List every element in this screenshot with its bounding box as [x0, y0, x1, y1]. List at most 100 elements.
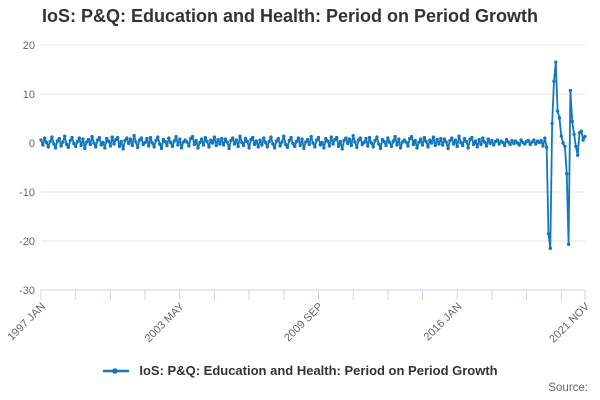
data-point	[97, 135, 102, 140]
data-point	[86, 137, 91, 142]
data-point	[523, 142, 527, 146]
data-point	[236, 144, 240, 149]
data-point	[384, 143, 388, 148]
data-point	[508, 142, 512, 147]
data-point	[397, 137, 401, 141]
data-point	[415, 146, 419, 150]
data-point	[90, 134, 94, 139]
data-point	[488, 141, 492, 146]
data-point	[428, 138, 432, 142]
data-point	[393, 134, 397, 139]
data-point	[568, 88, 573, 93]
data-point	[227, 146, 231, 151]
data-point	[159, 146, 164, 151]
chart-title: IoS: P&Q: Education and Health: Period o…	[42, 6, 539, 26]
data-point	[172, 139, 176, 143]
data-point	[106, 139, 111, 143]
data-point	[271, 142, 275, 146]
data-point	[492, 143, 496, 147]
data-point	[296, 136, 301, 140]
y-tick-label: 20	[23, 40, 35, 52]
data-point	[473, 139, 478, 143]
data-point	[435, 137, 439, 142]
data-point	[565, 172, 569, 176]
data-point	[44, 140, 49, 145]
data-point	[92, 141, 96, 145]
data-point	[424, 139, 428, 144]
data-point	[145, 136, 149, 141]
data-point	[579, 129, 584, 133]
data-point	[510, 138, 514, 143]
data-point	[462, 136, 467, 141]
data-point	[243, 136, 248, 141]
data-point	[364, 136, 368, 141]
data-point	[176, 143, 180, 147]
data-point	[344, 136, 348, 140]
data-point	[532, 138, 536, 142]
data-point	[316, 135, 321, 140]
data-series-line	[40, 61, 586, 250]
data-point	[73, 144, 78, 149]
data-point	[110, 135, 114, 139]
data-point	[444, 140, 448, 144]
data-point	[190, 134, 195, 139]
data-point	[583, 134, 587, 139]
data-point	[331, 142, 335, 146]
data-point	[431, 135, 436, 139]
data-point	[72, 141, 76, 146]
data-point	[353, 140, 357, 144]
data-point	[429, 141, 434, 145]
data-point	[52, 142, 56, 146]
data-point	[307, 142, 312, 147]
data-point	[576, 153, 580, 157]
data-point	[39, 138, 43, 142]
data-point	[345, 141, 350, 146]
data-point	[519, 138, 523, 142]
data-point	[404, 140, 408, 144]
data-point	[358, 136, 363, 140]
data-point	[563, 144, 567, 149]
data-point	[50, 135, 54, 139]
data-point	[121, 147, 125, 151]
data-point	[130, 143, 134, 148]
data-point	[336, 144, 341, 149]
data-point	[566, 242, 571, 247]
data-point	[68, 138, 72, 143]
data-point	[502, 143, 507, 148]
data-point	[108, 144, 113, 148]
data-point	[371, 145, 375, 149]
data-point	[555, 109, 560, 113]
data-point	[453, 138, 458, 142]
data-point	[391, 139, 396, 143]
data-point	[251, 135, 255, 140]
data-point	[298, 143, 302, 148]
data-point	[382, 139, 386, 144]
data-point	[369, 141, 374, 145]
data-point	[367, 135, 372, 140]
data-point	[103, 146, 107, 150]
data-point	[335, 135, 339, 140]
data-point	[329, 135, 333, 139]
data-point	[232, 142, 237, 146]
data-point	[258, 138, 262, 142]
data-point	[366, 144, 370, 148]
data-point	[262, 136, 266, 140]
y-tick-label: -30	[19, 285, 35, 297]
data-point	[95, 138, 100, 142]
data-point	[157, 142, 162, 146]
data-point	[314, 138, 319, 142]
data-point	[324, 136, 328, 141]
y-tick-label: 10	[23, 89, 35, 101]
data-point	[156, 135, 160, 139]
data-point	[446, 146, 450, 151]
data-point	[466, 146, 470, 150]
data-point	[220, 136, 224, 141]
data-point	[179, 146, 184, 150]
data-point	[187, 144, 191, 148]
data-point	[265, 145, 270, 149]
data-point	[544, 145, 549, 150]
data-point	[88, 142, 92, 147]
legend[interactable]: IoS: P&Q: Education and Health: Period o…	[0, 363, 600, 378]
data-point	[512, 141, 516, 146]
data-point	[167, 136, 171, 140]
